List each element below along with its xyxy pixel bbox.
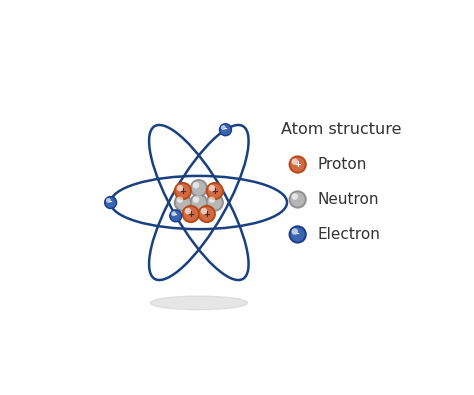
Circle shape [289, 155, 307, 174]
Circle shape [291, 157, 305, 171]
Circle shape [177, 196, 183, 203]
Text: +: + [187, 209, 194, 218]
Circle shape [206, 194, 224, 212]
Circle shape [208, 184, 222, 198]
Circle shape [208, 196, 222, 210]
Circle shape [169, 209, 182, 222]
Circle shape [192, 196, 199, 203]
Circle shape [176, 196, 190, 210]
Text: Proton: Proton [318, 157, 367, 172]
Circle shape [177, 185, 183, 192]
Circle shape [221, 125, 226, 130]
Circle shape [289, 225, 307, 244]
Circle shape [171, 211, 181, 221]
Circle shape [292, 193, 298, 200]
Text: -: - [174, 211, 178, 220]
Circle shape [201, 208, 207, 214]
Circle shape [184, 207, 198, 221]
Circle shape [206, 182, 224, 200]
Text: +: + [179, 186, 186, 196]
Text: +: + [211, 186, 219, 196]
Circle shape [289, 190, 307, 209]
Circle shape [292, 228, 298, 235]
Text: Neutron: Neutron [318, 192, 379, 207]
Text: +: + [203, 209, 210, 218]
Text: +: + [294, 160, 301, 169]
Circle shape [192, 182, 199, 188]
Circle shape [190, 194, 208, 212]
Text: Atom structure: Atom structure [281, 122, 401, 137]
Circle shape [191, 196, 206, 210]
Circle shape [198, 205, 216, 223]
Circle shape [200, 207, 214, 221]
Circle shape [219, 123, 232, 136]
Circle shape [291, 192, 305, 207]
Circle shape [291, 228, 305, 242]
Text: -: - [224, 125, 228, 134]
Circle shape [171, 211, 176, 216]
Circle shape [209, 196, 215, 203]
Text: -: - [109, 198, 112, 207]
Circle shape [174, 182, 192, 200]
Circle shape [182, 205, 200, 223]
Ellipse shape [150, 296, 247, 310]
Circle shape [104, 196, 117, 209]
Circle shape [176, 184, 190, 198]
Circle shape [191, 181, 206, 195]
Circle shape [292, 158, 298, 165]
Text: -: - [296, 230, 300, 239]
Text: Electron: Electron [318, 227, 380, 242]
Circle shape [220, 124, 231, 135]
Circle shape [185, 208, 191, 214]
Circle shape [174, 194, 192, 212]
Circle shape [209, 185, 215, 192]
Circle shape [106, 198, 111, 203]
Circle shape [105, 197, 116, 208]
Circle shape [190, 179, 208, 197]
